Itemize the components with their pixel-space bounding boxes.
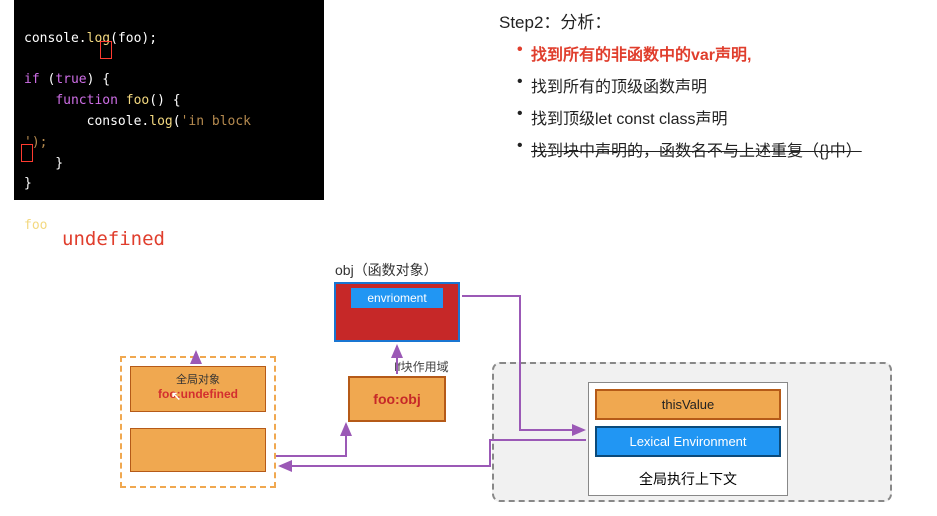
foo-box: foo:obj	[348, 376, 446, 422]
scope-label: If块作用域	[394, 358, 449, 375]
exec-label: 全局执行上下文	[589, 463, 787, 495]
undefined-label: undefined	[62, 228, 165, 250]
global-object-title: 全局对象	[131, 371, 265, 387]
step-block: Step2：分析： 找到所有的非函数中的var声明, 找到所有的顶级函数声明 找…	[499, 8, 919, 169]
code-line: if (true) {	[24, 72, 110, 87]
global-object-box: 全局对象 foo:undefined ↖	[130, 366, 266, 412]
diagram: obj（函数对象） envrioment If块作用域 全局对象 foo:und…	[0, 260, 937, 516]
code-line: console.log(foo);	[24, 31, 157, 46]
step-list: 找到所有的非函数中的var声明, 找到所有的顶级函数声明 找到顶级let con…	[499, 41, 919, 161]
arrow-global-to-foo	[276, 424, 346, 456]
exec-this: thisValue	[595, 389, 781, 420]
exec-inner: thisValue Lexical Environment 全局执行上下文	[588, 382, 788, 496]
step-item: 找到顶级let const class声明	[531, 105, 919, 129]
cursor-icon: ↖	[171, 389, 181, 403]
code-line: }	[24, 176, 32, 191]
code-line: function foo() {	[24, 93, 181, 108]
exec-lex: Lexical Environment	[595, 426, 781, 457]
step-item: 找到所有的顶级函数声明	[531, 73, 919, 97]
highlight-close-brace	[21, 144, 33, 162]
code-line: console.log('in block	[24, 114, 251, 129]
obj-box: envrioment	[334, 282, 460, 342]
global-object-value: foo:undefined ↖	[131, 387, 265, 401]
step-item: 找到所有的非函数中的var声明,	[531, 41, 919, 65]
environment-inner: envrioment	[351, 288, 442, 308]
code-block: console.log(foo); if (true) { function f…	[14, 0, 324, 200]
global-container: 全局对象 foo:undefined ↖	[120, 356, 276, 488]
step-item: 找到块中声明的，函数名不与上述重复（{}中）	[531, 137, 919, 161]
obj-label: obj（函数对象）	[335, 260, 438, 280]
step-title: Step2：分析：	[499, 8, 919, 33]
highlight-open-brace	[100, 41, 112, 59]
global-empty-box	[130, 428, 266, 472]
exec-context: thisValue Lexical Environment 全局执行上下文	[492, 362, 892, 502]
